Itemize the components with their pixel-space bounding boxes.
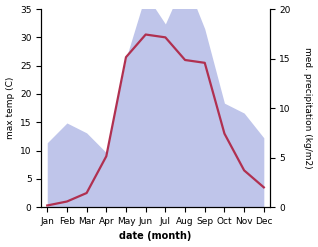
X-axis label: date (month): date (month) bbox=[119, 231, 192, 242]
Y-axis label: max temp (C): max temp (C) bbox=[5, 77, 15, 139]
Y-axis label: med. precipitation (kg/m2): med. precipitation (kg/m2) bbox=[303, 47, 313, 169]
